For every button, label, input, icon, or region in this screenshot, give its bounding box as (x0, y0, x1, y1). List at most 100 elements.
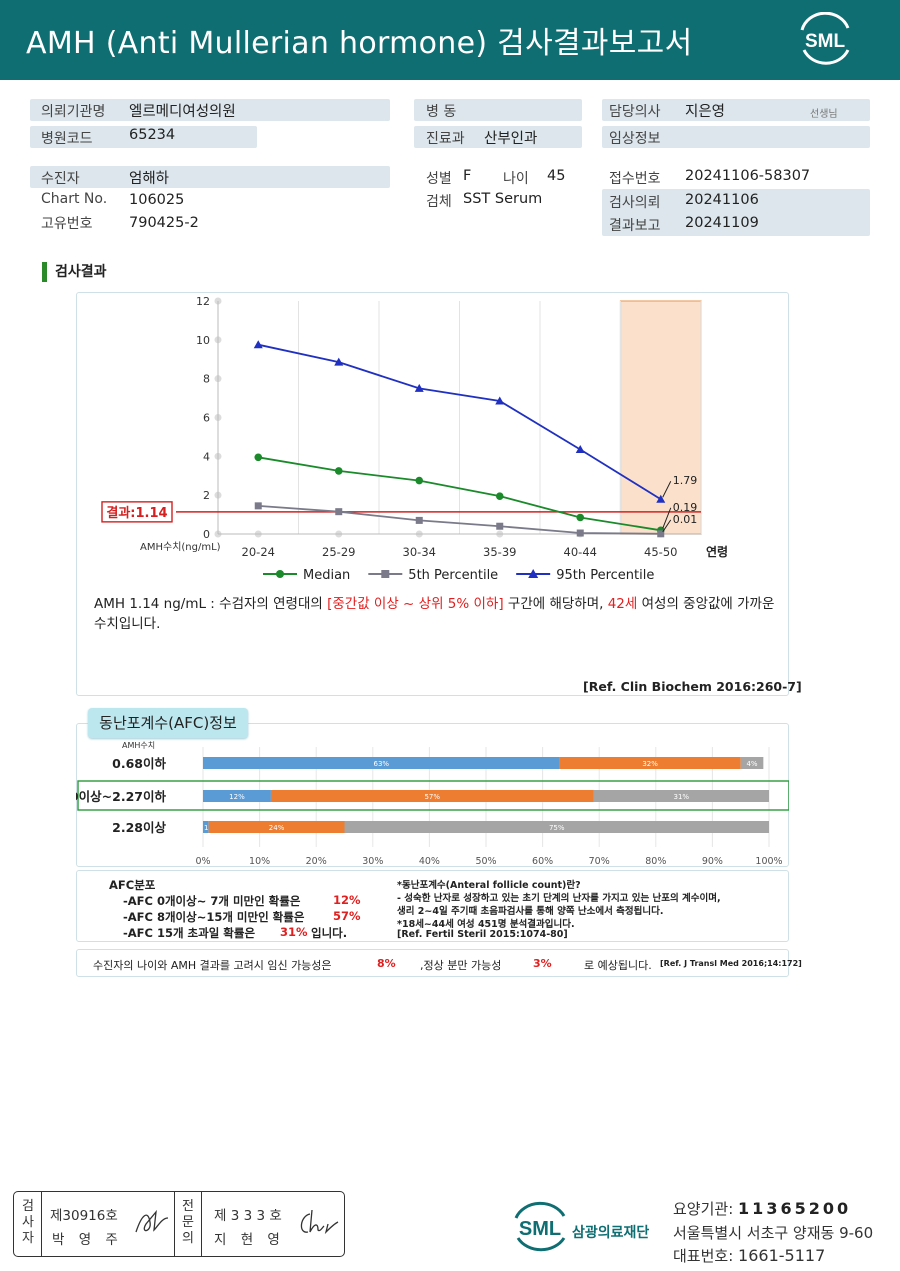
series-line (258, 456, 661, 532)
y-tick-label: 10 (196, 334, 210, 347)
age-value: 45 (547, 168, 566, 184)
x-tick-label: 40-44 (564, 545, 597, 559)
x-tick-label: 35-39 (483, 545, 516, 559)
y-tick-label: 2 (203, 489, 210, 502)
afc-bar-segment (740, 757, 764, 769)
report-header: AMH (Anti Mullerian hormone) 검사결과보고서 SML (0, 0, 900, 80)
afc-row-label: 2.28이상 (112, 820, 166, 835)
series-line (258, 504, 661, 535)
afc-bar-segment (203, 821, 209, 833)
series-point (415, 516, 423, 524)
y-tick-label: 8 (203, 373, 210, 386)
afc-segment-label: 63% (374, 760, 390, 768)
fertility-pct2: 3% (533, 957, 552, 970)
afc-tick-label: 80% (645, 856, 666, 867)
afc-row-label: 0.69이상~2.27이하 (76, 789, 166, 804)
dept-label: 진료과 (426, 131, 465, 147)
series-point (334, 467, 343, 475)
doctor-suffix: 선생님 (810, 109, 838, 120)
series-point (657, 530, 665, 538)
point-label-leader (662, 481, 672, 498)
afc-segment-label: 4% (746, 760, 757, 768)
sig-col1-signature (135, 1209, 169, 1233)
ward-label: 병 동 (426, 104, 457, 120)
unique-label: 고유번호 (41, 216, 93, 232)
chart-no-label: Chart No. (41, 191, 108, 207)
x-tick-label: 30-34 (403, 545, 436, 559)
legend-marker (381, 570, 390, 578)
request-label: 검사의뢰 (609, 195, 661, 211)
afc-tick-label: 70% (589, 856, 610, 867)
point-label: 0.01 (673, 513, 698, 526)
sig-col2-name: 지 현 영 (214, 1232, 285, 1248)
amh-line-chart: 0 2 4 6 8 10 12 20-24 25-29 30-34 35-39 40-44 45-50 A… (101, 295, 728, 583)
series-point (576, 529, 584, 537)
afc-tick-label: 20% (306, 856, 327, 867)
afc-bar-segment (203, 790, 271, 802)
interpretation-text: AMH 1.14 ng/mL : 수검자의 연령대의 [중간값 이상 ~ 상위 … (94, 596, 775, 632)
series-line (258, 343, 662, 501)
y-tick-label: 4 (203, 450, 210, 463)
doctor-label: 담당의사 (609, 104, 661, 120)
series-point (253, 340, 263, 349)
y-tick-label: 12 (196, 295, 210, 308)
sig-col1-name: 박 영 주 (52, 1232, 123, 1248)
afc-tick-label: 50% (475, 856, 496, 867)
legend-marker (276, 570, 284, 578)
afc-bar-segment (593, 790, 769, 802)
report-date-label: 결과보고 (609, 218, 661, 234)
org-phone: 대표번호: 1661-5117 (673, 1246, 826, 1265)
x-tick-label: 20-24 (242, 545, 275, 559)
org-name: 삼광의료재단 (572, 1225, 650, 1241)
series-point (414, 383, 424, 392)
afc-amh-label: AMH수치 (122, 741, 155, 750)
afc-line-3: -AFC 15개 초과일 확률은 31% 입니다. (123, 925, 348, 940)
afc-bar-segment (344, 821, 769, 833)
afc-bar-segment (270, 790, 594, 802)
svg-text:SML: SML (519, 1218, 561, 1240)
afc-bar-segment (208, 821, 345, 833)
sig-col2-no: 제 3 3 3 호 (214, 1208, 282, 1224)
sex-label: 성별 (426, 171, 452, 187)
report-title: AMH (Anti Mullerian hormone) 검사결과보고서 (26, 26, 693, 61)
afc-note-5: [Ref. Fertil Steril 2015:1074-80] (397, 929, 568, 940)
afc-note-3: 생리 2~4일 주기때 초음파검사를 통해 양쪽 난소에서 측정됩니다. (397, 906, 664, 917)
afc-note-4: *18세~44세 여성 451명 분석결과입니다. (397, 919, 575, 930)
afc-bar-segment (559, 757, 741, 769)
series-point (496, 522, 504, 530)
fertility-ref: [Ref. J Transl Med 2016;14:172] (660, 959, 802, 968)
afc-tick-label: 90% (702, 856, 723, 867)
chart-no-value: 106025 (129, 192, 185, 208)
result-label: 결과:1.14 (106, 505, 167, 521)
legend-label: 95th Percentile (556, 568, 654, 583)
series-point (254, 453, 263, 462)
reception-label: 접수번호 (609, 171, 661, 187)
fertility-post: 로 예상됩니다. (584, 959, 652, 972)
series-point (335, 508, 343, 516)
institution-label: 의뢰기관명 (41, 104, 106, 120)
unique-value: 790425-2 (129, 215, 199, 231)
series-point (575, 445, 585, 454)
afc-segment-label: 75% (549, 824, 565, 832)
request-value: 20241106 (685, 192, 759, 208)
legend-label: Median (303, 568, 350, 583)
patient-label: 수진자 (41, 171, 80, 187)
afc-segment-label: 32% (642, 760, 658, 768)
afc-segment-label: 31% (673, 793, 689, 801)
doctor-value: 지은영 (685, 104, 726, 120)
section-title: 검사결과 (42, 262, 107, 282)
sig-col1-no: 제30916호 (50, 1208, 118, 1224)
dept-value: 산부인과 (484, 131, 538, 147)
point-label: 0.19 (673, 501, 698, 514)
result-box (101, 501, 173, 523)
afc-tick-label: 10% (249, 856, 270, 867)
sml-logo: SML (800, 12, 850, 65)
interpretation-ref: [Ref. Clin Biochem 2016:260-7] (583, 679, 802, 694)
hospital-code-label: 병원코드 (41, 131, 93, 147)
afc-dist-title: AFC분포 (109, 878, 156, 892)
fertility-pre: 수진자의 나이와 AMH 결과를 고려시 임신 가능성은 (93, 959, 332, 972)
point-label-leader (662, 507, 672, 529)
afc-line-1: -AFC 0개이상~ 7개 미만인 확률은 12% (123, 893, 361, 908)
